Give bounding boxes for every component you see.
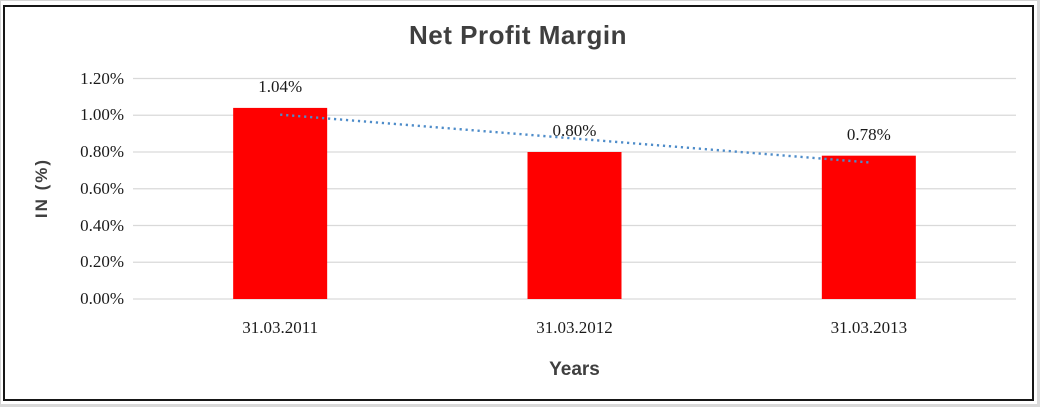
outer-edge-right bbox=[1037, 0, 1040, 407]
x-tick-label: 31.03.2011 bbox=[242, 318, 319, 337]
y-tick-label: 0.60% bbox=[80, 178, 124, 198]
y-tick-label: 0.40% bbox=[80, 215, 124, 235]
y-tick-label: 0.00% bbox=[80, 289, 124, 308]
outer-edge-bottom bbox=[0, 404, 1040, 407]
y-tick-label: 0.80% bbox=[80, 142, 124, 161]
bar-data-label: 0.80% bbox=[552, 121, 597, 140]
bar-31.03.2013 bbox=[821, 155, 916, 299]
trendline-dotted bbox=[280, 113, 869, 164]
bar-data-label: 1.04% bbox=[258, 76, 303, 96]
x-tick-label: 31.03.2013 bbox=[830, 318, 908, 337]
bar-data-label: 0.78% bbox=[846, 124, 891, 144]
y-tick-label: 0.20% bbox=[80, 252, 124, 272]
x-tick-label: 31.03.2012 bbox=[536, 318, 613, 337]
y-tick-label: 1.20% bbox=[80, 68, 124, 88]
bar-31.03.2012 bbox=[527, 152, 622, 299]
x-axis-title: Years bbox=[549, 359, 600, 380]
bar-31.03.2011 bbox=[233, 107, 328, 300]
y-tick-label: 1.00% bbox=[80, 105, 124, 125]
chart-title: Net Profit Margin bbox=[409, 20, 627, 50]
